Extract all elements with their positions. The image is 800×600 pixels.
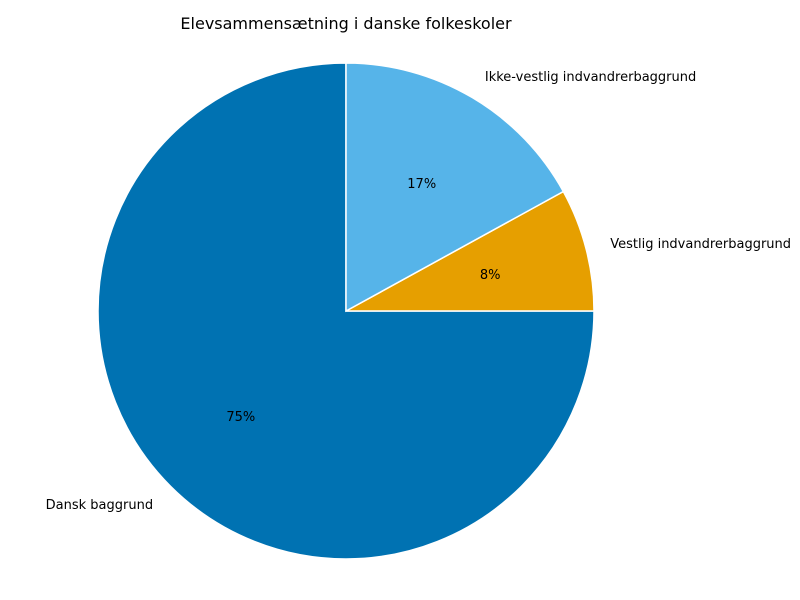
pie-slice-2 — [345, 62, 565, 313]
pie-labels: 75% Dansk baggrund 8% Vestlig indvandrerbag… — [46, 70, 791, 513]
pie-category-label-2: Ikke-vestlig indvandrerbaggrund — [485, 70, 696, 85]
pie-percent-label-1: 8% — [480, 268, 501, 283]
pie-slice-1 — [345, 190, 595, 312]
pie-category-label-1: Vestlig indvandrerbaggrund — [610, 237, 791, 252]
pie-percent-label-2: 17% — [407, 177, 436, 192]
pie-percent-label-0: 75% — [226, 410, 255, 425]
pie-slices — [97, 62, 595, 560]
pie-category-label-0: Dansk baggrund — [46, 498, 153, 513]
chart-title: Elevsammensætning i danske folkeskoler — [180, 14, 512, 33]
